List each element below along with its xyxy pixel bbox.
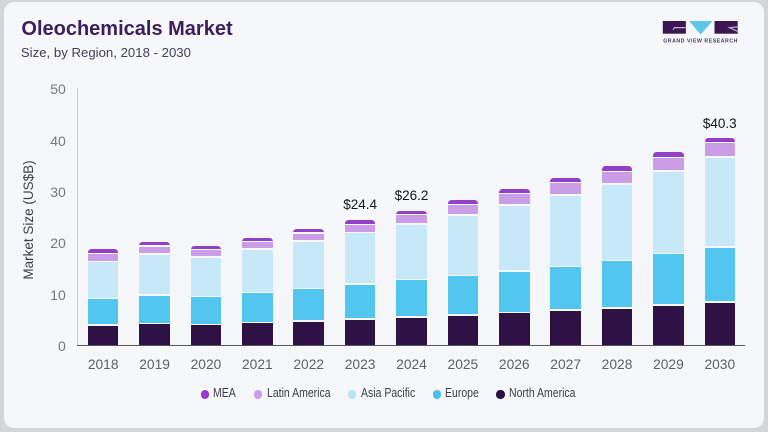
svg-text:GRAND VIEW RESEARCH: GRAND VIEW RESEARCH <box>663 38 738 44</box>
